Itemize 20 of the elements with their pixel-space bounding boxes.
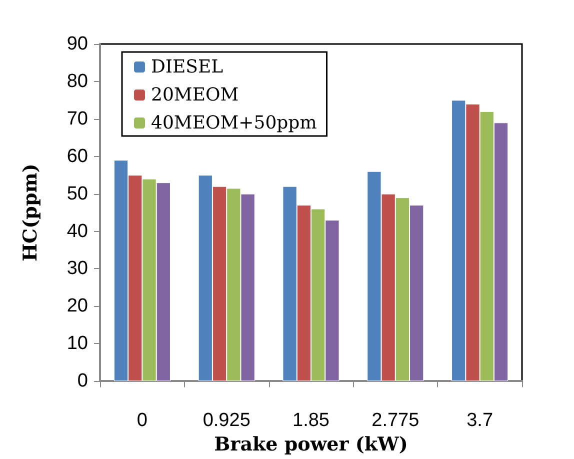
y-axis-title: HC(ppm) <box>20 164 42 262</box>
legend-label: 20MEOM <box>151 84 239 106</box>
y-tick-label: 30 <box>66 258 88 280</box>
y-tick-label: 70 <box>66 108 88 130</box>
x-tick-label: 3.7 <box>466 410 494 432</box>
y-tick-label: 0 <box>77 370 88 392</box>
x-tick-label: 2.775 <box>372 410 420 432</box>
y-tick-label: 20 <box>66 296 88 317</box>
y-tick-label: 80 <box>66 70 88 92</box>
x-tick-label: 1.85 <box>292 410 330 432</box>
legend-label: 40MEOM+50ppm <box>151 112 317 134</box>
y-tick-label: 90 <box>66 34 88 54</box>
y-tick-label: 50 <box>66 183 88 204</box>
x-tick-label: 0 <box>136 410 148 432</box>
y-tick-label: 60 <box>66 146 88 167</box>
x-tick-label: 0.925 <box>202 410 250 432</box>
legend-label: DIESEL <box>151 56 224 78</box>
y-tick-label: 10 <box>66 333 88 354</box>
y-tick-label: 40 <box>66 220 88 242</box>
x-axis-title: Brake power (kW) <box>214 434 408 456</box>
